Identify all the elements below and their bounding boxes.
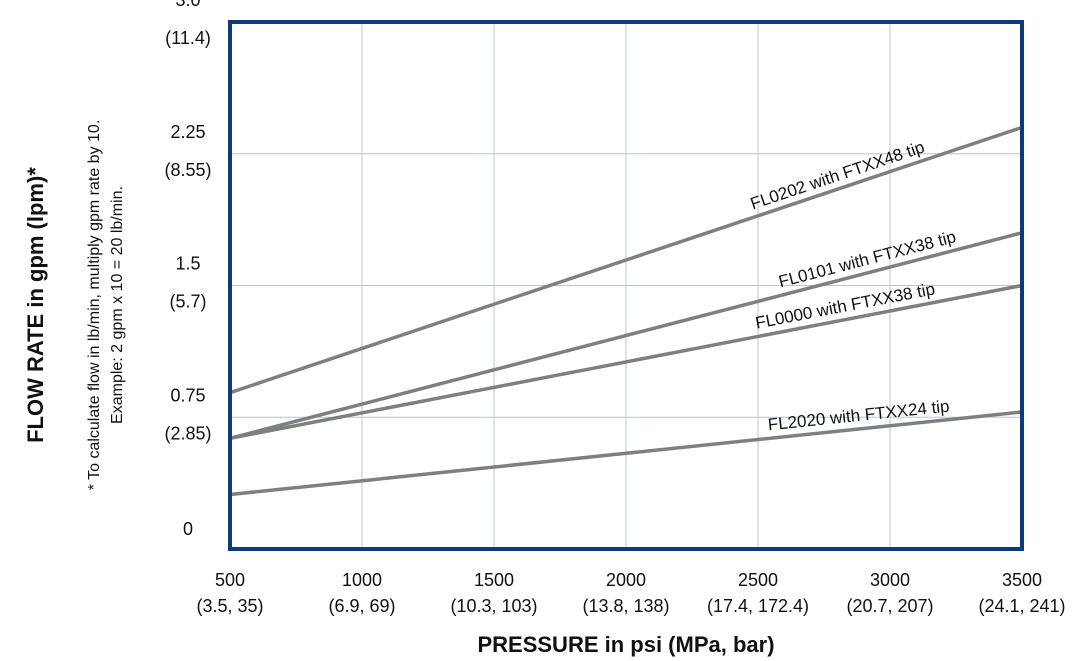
series-label: FL0202 with FTXX48 tip — [748, 137, 927, 213]
y-axis-ticks: 0 0.75 (2.85) 1.5 (5.7) 2.25 (8.55) 3.0 (11.4) — [164, 0, 211, 539]
series-line — [229, 410, 1023, 497]
y-tick-label: 0.75 — [170, 385, 205, 405]
x-tick-sublabel: (13.8, 138) — [582, 596, 669, 616]
x-tick-label: 2000 — [606, 570, 646, 590]
y-tick-label: 0 — [183, 519, 193, 539]
x-tick-label: 3500 — [1002, 570, 1042, 590]
x-tick-sublabel: (20.7, 207) — [846, 596, 933, 616]
y-tick-sublabel: (11.4) — [165, 28, 211, 48]
x-tick-sublabel: (24.1, 241) — [978, 596, 1065, 616]
y-tick-sublabel: (5.7) — [169, 292, 206, 312]
x-tick-sublabel: (10.3, 103) — [450, 596, 537, 616]
y-axis-title: FLOW RATE in gpm (lpm)* — [23, 167, 48, 443]
y-tick-label: 2.25 — [170, 122, 205, 142]
x-tick-label: 3000 — [870, 570, 910, 590]
x-tick-label: 2500 — [738, 570, 778, 590]
series-lines — [229, 125, 1023, 497]
y-tick-label: 3.0 — [175, 0, 200, 10]
plot-frame — [228, 20, 1024, 551]
x-tick-label: 1500 — [474, 570, 514, 590]
footnote-line-2: Example: 2 gpm x 10 = 20 lb/min. — [109, 186, 126, 424]
x-tick-label: 1000 — [342, 570, 382, 590]
x-axis-title: PRESSURE in psi (MPa, bar) — [477, 632, 774, 657]
x-tick-sublabel: (6.9, 69) — [328, 596, 395, 616]
y-tick-sublabel: (8.55) — [164, 160, 211, 180]
x-tick-label: 500 — [215, 570, 245, 590]
footnote-line-1: * To calculate flow in lb/min, multiply … — [86, 120, 103, 491]
series-line — [229, 283, 1023, 441]
x-axis-ticks: 500 (3.5, 35) 1000 (6.9, 69) 1500 (10.3, 103)… — [196, 570, 1065, 616]
y-tick-label: 1.5 — [175, 254, 200, 274]
series-line — [229, 125, 1023, 395]
series-line — [229, 231, 1023, 441]
x-tick-sublabel: (3.5, 35) — [196, 596, 263, 616]
y-tick-sublabel: (2.85) — [164, 423, 211, 443]
x-tick-sublabel: (17.4, 172.4) — [707, 596, 809, 616]
